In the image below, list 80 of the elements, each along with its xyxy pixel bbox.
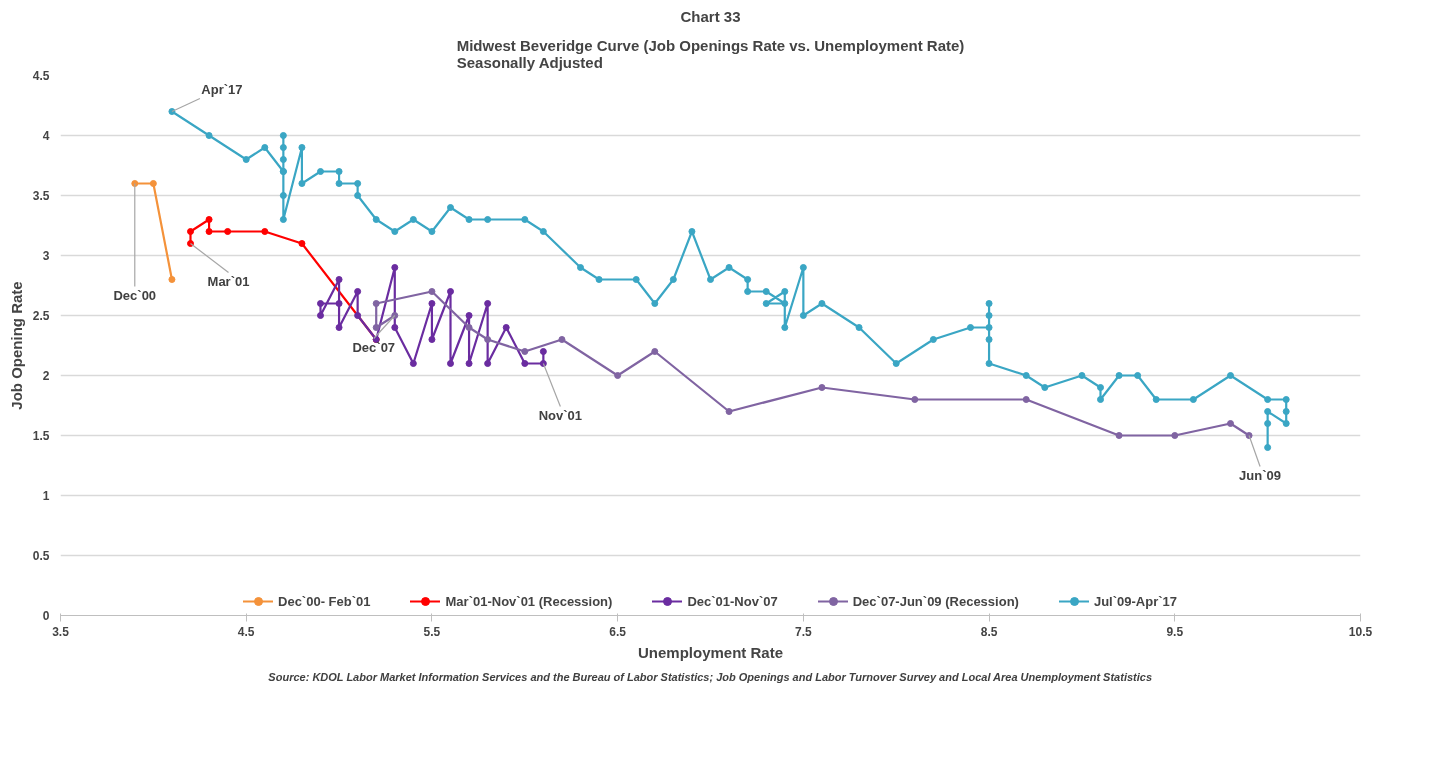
x-tick-label: 7.5 [795, 624, 813, 639]
point [335, 324, 343, 331]
y-tick-label: 2 [42, 369, 50, 383]
point [205, 228, 213, 235]
y-tick-label: 1 [42, 489, 50, 503]
point [428, 336, 436, 343]
point [651, 348, 659, 355]
annotation: Dec`00 [113, 288, 157, 303]
legend-label: Jul`09-Apr`17 [1093, 593, 1177, 609]
point [725, 408, 733, 415]
legend-label: Dec`07-Jun`09 (Recession) [852, 593, 1019, 609]
x-tick-label: 3.5 [52, 624, 70, 639]
point [484, 336, 492, 343]
point [187, 228, 194, 235]
point [484, 300, 492, 307]
annotation: Jun`09 [1239, 468, 1282, 483]
point [447, 288, 454, 295]
y-tick-label: 0.5 [32, 549, 50, 563]
y-axis-title: Job Opening Rate [7, 281, 25, 410]
point [354, 288, 362, 295]
y-tick-label: 2.5 [32, 309, 50, 323]
point [1171, 432, 1179, 439]
legend-label: Dec`00- Feb`01 [278, 593, 371, 609]
legend-label: Dec`01-Nov`07 [687, 593, 778, 609]
y-tick-label: 3.5 [32, 189, 50, 203]
point [317, 312, 324, 319]
source-note: Source: KDOL Labor Market Information Services and the Bureau of Labor Statistics; Job Openings and Labor Turnover Survey and Local Area Unemployment Statistics [268, 670, 1153, 683]
point [391, 324, 399, 331]
point [911, 396, 919, 403]
point [335, 276, 343, 283]
point [224, 228, 232, 235]
point [372, 300, 380, 307]
y-tick-label: 3 [42, 249, 50, 263]
point [484, 360, 492, 367]
point [372, 324, 380, 331]
point [465, 360, 473, 367]
annotation: Dec`07 [352, 340, 396, 355]
point [447, 360, 454, 367]
point [465, 312, 473, 319]
point [1227, 420, 1234, 427]
point [614, 372, 622, 379]
point [521, 348, 529, 355]
annotation: Nov`01 [538, 408, 583, 423]
annotation: Apr`17 [201, 82, 243, 97]
point [409, 360, 417, 367]
point [335, 300, 343, 307]
point [261, 228, 269, 235]
x-tick-label: 9.5 [1166, 624, 1184, 639]
chart-subtitle: Midwest Beveridge Curve (Job Openings Rate vs. Unemployment Rate) Seasonally Adjusted [456, 36, 965, 71]
point [149, 180, 157, 187]
point [298, 240, 306, 247]
y-tick-label: 4 [42, 129, 50, 143]
point [1115, 432, 1123, 439]
x-tick-label: 8.5 [980, 624, 998, 639]
point [131, 180, 139, 187]
point [428, 288, 436, 295]
x-tick-label: 5.5 [423, 624, 441, 639]
point [354, 312, 362, 319]
point [558, 336, 566, 343]
point [391, 264, 399, 271]
point [205, 216, 213, 223]
point [502, 324, 510, 331]
point [1022, 396, 1030, 403]
legend-label: Mar`01-Nov`01 (Recession) [445, 593, 613, 609]
point [428, 300, 436, 307]
x-tick-label: 4.5 [237, 624, 255, 639]
point [465, 324, 473, 331]
point [539, 348, 547, 355]
chart-title: Chart 33 [680, 7, 741, 25]
y-tick-label: 0 [42, 609, 50, 623]
x-tick-label: 6.5 [609, 624, 627, 639]
y-tick-label: 1.5 [32, 429, 50, 443]
point [168, 276, 176, 283]
point [521, 360, 529, 367]
point [818, 384, 826, 391]
y-tick-label: 4.5 [32, 69, 50, 83]
point [317, 300, 324, 307]
x-axis-title: Unemployment Rate [637, 643, 784, 661]
x-tick-label: 10.5 [1348, 624, 1373, 639]
annotation: Mar`01 [207, 274, 250, 289]
